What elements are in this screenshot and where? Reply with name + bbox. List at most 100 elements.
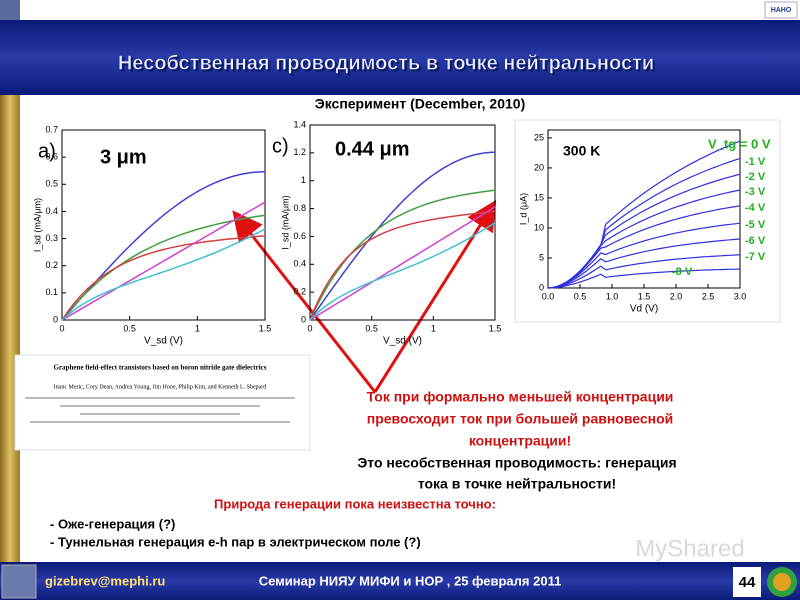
y-tick-label: 25 xyxy=(534,132,544,142)
y-tick-label: 0 xyxy=(301,314,306,324)
title-band xyxy=(0,20,800,95)
curve xyxy=(61,201,266,321)
logo-box xyxy=(764,1,798,19)
arrow xyxy=(232,210,377,393)
curve xyxy=(61,235,266,321)
x-tick-label: 1 xyxy=(431,323,436,333)
curve-label: -1 V xyxy=(745,156,766,168)
nature-item: - Оже-генерация (?) xyxy=(50,516,175,531)
curve xyxy=(309,206,496,321)
plot-annotation: 3 μm xyxy=(100,146,147,168)
y-tick-label: 1.2 xyxy=(293,147,306,157)
curve-label: -2 V xyxy=(745,171,766,183)
x-axis-label: Vd (V) xyxy=(630,304,658,315)
curve xyxy=(547,254,741,289)
curve xyxy=(547,222,741,289)
plot-annotation: 300 K xyxy=(563,143,600,159)
conclusion-line: тока в точке нейтральности! xyxy=(418,476,616,492)
curve xyxy=(61,228,266,321)
nature-heading: Природа генерации пока неизвестна точно: xyxy=(214,496,496,511)
x-tick-label: 0.5 xyxy=(365,323,378,333)
x-tick-label: 1.5 xyxy=(259,323,272,333)
paper-authors: Inanc Meric, Cory Dean, Andrea Young, Ji… xyxy=(54,384,267,390)
curve-label: -7 V xyxy=(745,251,766,263)
curve-label: -5 V xyxy=(745,219,766,231)
conclusion-line: Это несобственная проводимость: генераци… xyxy=(357,455,676,471)
y-axis-label: I_d (μA) xyxy=(518,193,528,225)
x-tick-label: 1.0 xyxy=(606,291,619,301)
y-tick-label: 5 xyxy=(539,252,544,262)
watermark: MyShared xyxy=(635,535,744,562)
logo: НАНО xyxy=(771,7,792,14)
x-tick-label: 0.0 xyxy=(542,291,555,301)
corner xyxy=(0,0,20,20)
color-wheel xyxy=(773,573,791,591)
paper-text xyxy=(25,397,295,423)
y-tick-label: 0.3 xyxy=(45,233,58,243)
y-tick-label: 0 xyxy=(53,314,58,324)
x-tick-label: 1 xyxy=(195,323,200,333)
curve xyxy=(547,268,741,289)
y-tick-label: 0.4 xyxy=(45,206,58,216)
y-tick-label: 20 xyxy=(534,162,544,172)
y-tick-label: 0.6 xyxy=(293,231,306,241)
title-shadow: Несобственная проводимость в точке нейтр… xyxy=(120,54,656,76)
footer-seminar: Семинар НИЯУ МИФИ и НОР , 25 февраля 201… xyxy=(259,573,562,588)
curve-label: -3 V xyxy=(745,186,766,198)
experiment-label: Эксперимент (December, 2010) xyxy=(315,96,526,112)
footer-icon xyxy=(1,564,37,599)
y-axis-label: I_sd (mA/μm) xyxy=(280,195,290,249)
y-tick-label: 15 xyxy=(534,192,544,202)
panel-label: a) xyxy=(38,140,56,162)
y-axis-label: I_sd (mA/μm) xyxy=(32,198,42,252)
callout-line: Ток при формально меньшей концентрации xyxy=(367,389,674,405)
y-tick-label: 1.4 xyxy=(293,119,306,129)
curve xyxy=(547,238,741,289)
x-tick-label: 0.5 xyxy=(123,323,136,333)
y-tick-label: 0.1 xyxy=(45,287,58,297)
page-number: 44 xyxy=(739,574,756,591)
y-tick-label: 0.6 xyxy=(45,152,58,162)
plot-annotation: 0.44 μm xyxy=(335,138,410,160)
y-tick-label: 0.5 xyxy=(45,179,58,189)
y-tick-label: 0.7 xyxy=(45,124,58,134)
footer-band xyxy=(0,562,800,600)
y-tick-label: 0 xyxy=(539,282,544,292)
curve-label: -6 V xyxy=(745,235,766,247)
x-tick-label: 1.5 xyxy=(638,291,651,301)
paper-title: Graphene field-effect transistors based … xyxy=(54,364,267,372)
curve xyxy=(309,151,496,321)
side-stripe xyxy=(0,95,20,562)
axes xyxy=(61,129,266,321)
y-tick-label: 0.2 xyxy=(293,287,306,297)
x-tick-label: 2.0 xyxy=(670,291,683,301)
x-tick-label: 2.5 xyxy=(702,291,715,301)
axes xyxy=(309,124,496,321)
y-tick-label: 10 xyxy=(534,222,544,232)
callout-line: превосходит ток при большей равновесной xyxy=(367,411,674,427)
plots: 0 0.1 0.2 0.3 0.4 0.5 0.6 0.7 0 0.5 1 1.5 I_sd (mA/μ… xyxy=(32,119,770,346)
callout-line: концентрации! xyxy=(469,433,571,449)
x-tick-label: 3.0 xyxy=(734,291,747,301)
page-box xyxy=(733,567,761,597)
y-tick-label: 0.4 xyxy=(293,259,306,269)
paper-snippet xyxy=(14,354,311,451)
curve-label: -4 V xyxy=(745,202,766,214)
slide-title: Несобственная проводимость в точке нейтр… xyxy=(118,52,654,74)
curve xyxy=(309,210,496,321)
x-axis-label: V_sd (V) xyxy=(144,336,183,347)
curve-label: V_tg = 0 V xyxy=(708,136,771,151)
y-tick-label: 1 xyxy=(301,175,306,185)
nature-item: - Туннельная генерация e-h пар в электри… xyxy=(50,534,421,549)
curve xyxy=(309,189,496,321)
footer-email: gizebrev@mephi.ru xyxy=(45,573,165,588)
x-tick-label: 0.5 xyxy=(574,291,587,301)
y-tick-label: 0.2 xyxy=(45,260,58,270)
x-tick-label: 0 xyxy=(59,323,64,333)
x-tick-label: 1.5 xyxy=(489,323,502,333)
x-tick-label: 0 xyxy=(307,323,312,333)
y-tick-label: 0.8 xyxy=(293,203,306,213)
curve xyxy=(547,205,741,289)
curve-label: -8 V xyxy=(672,266,693,278)
